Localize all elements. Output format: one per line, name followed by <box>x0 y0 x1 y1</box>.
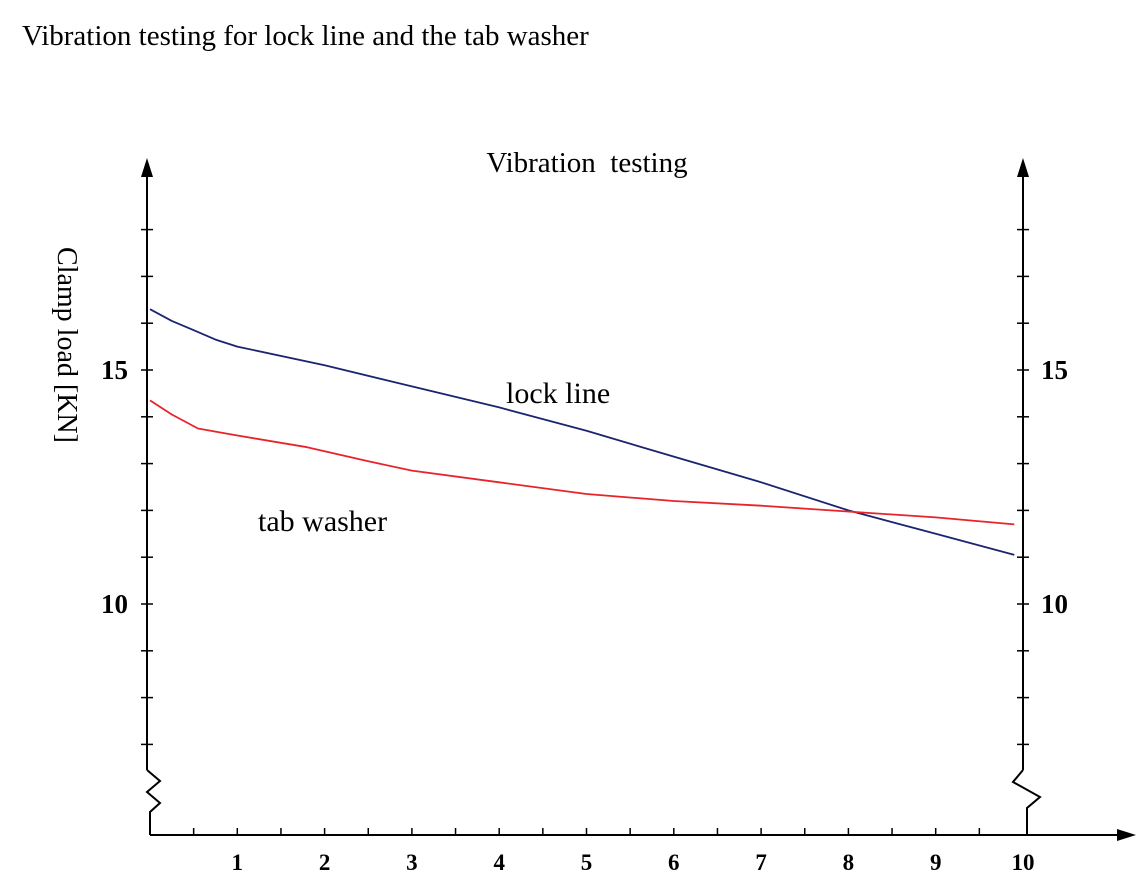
right-y-axis-arrow <box>1017 158 1029 177</box>
x-tick-label: 8 <box>843 850 855 875</box>
page-title: Vibration testing for lock line and the … <box>22 20 589 52</box>
x-tick-label: 10 <box>1012 850 1035 875</box>
chart-title: Vibration testing <box>486 147 687 179</box>
left-y-tick-label: 10 <box>101 589 128 619</box>
series-label-tab-washer: tab washer <box>258 505 387 538</box>
x-tick-label: 2 <box>319 850 331 875</box>
y-axis-label: Clamp load [KN] <box>51 247 82 443</box>
tick-labels: 10 10 15 15 1 2 3 4 5 6 7 8 9 10 <box>101 355 1068 875</box>
series-line-tab-washer <box>149 399 1015 526</box>
x-tick-label: 7 <box>755 850 767 875</box>
right-y-tick-label: 10 <box>1041 589 1068 619</box>
x-tick-label: 5 <box>581 850 593 875</box>
axes <box>141 158 1136 841</box>
x-axis-arrow <box>1117 829 1136 841</box>
series-line-lock-line <box>149 308 1015 556</box>
x-tick-label: 3 <box>406 850 418 875</box>
x-tick-label: 9 <box>930 850 942 875</box>
left-axis-break-mark <box>145 769 162 835</box>
x-tick-label: 1 <box>232 850 244 875</box>
left-y-axis-arrow <box>141 158 153 177</box>
series-label-lock-line: lock line <box>506 377 610 410</box>
x-tick-label: 4 <box>493 850 505 875</box>
tick-marks <box>141 228 1029 835</box>
right-y-tick-label: 15 <box>1041 355 1068 385</box>
series-lines <box>149 308 1015 556</box>
right-axis-break-mark <box>1011 769 1042 835</box>
x-tick-label: 6 <box>668 850 680 875</box>
left-y-tick-label: 15 <box>101 355 128 385</box>
